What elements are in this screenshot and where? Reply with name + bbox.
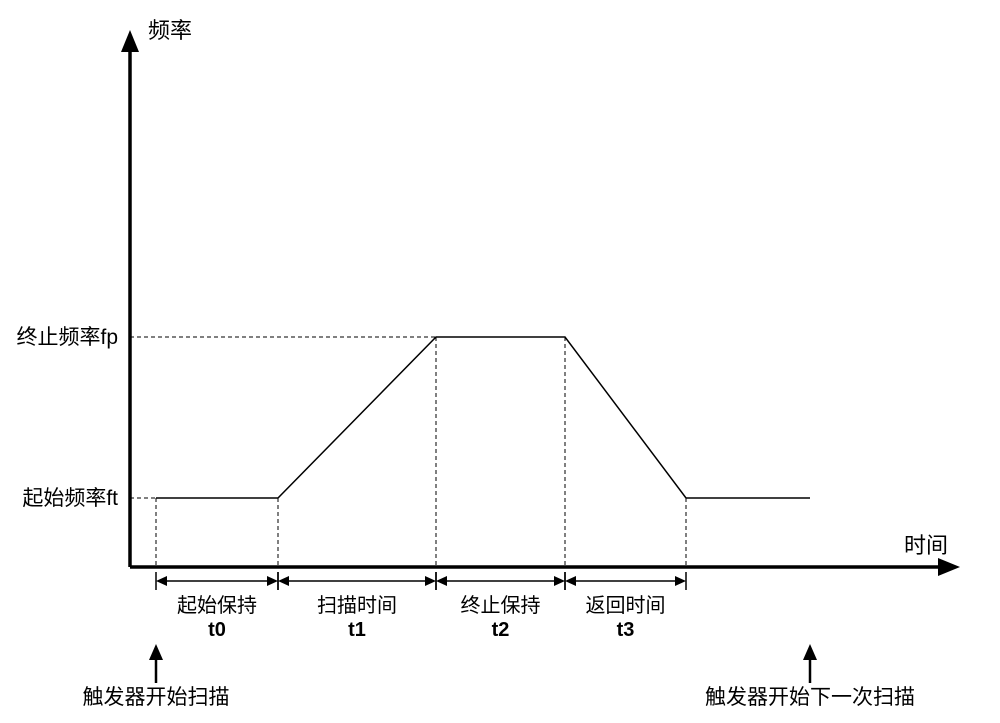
seg-t0-value: t0 bbox=[208, 619, 226, 641]
frequency-sweep-chart: 频率时间 终止频率fp 起始频率ft 起始保持t0 扫描时间t1 终止保持t2 返回时间t3… bbox=[0, 0, 1000, 723]
ft-label: 起始频率ft bbox=[22, 487, 118, 510]
y-axis-title: 频率 bbox=[148, 18, 192, 43]
trigger-next-label: 触发器开始下一次扫描 bbox=[705, 686, 915, 709]
seg-t2-label: 终止保持 bbox=[461, 594, 541, 617]
fp-label: 终止频率fp bbox=[16, 326, 118, 349]
trigger-start-label: 触发器开始扫描 bbox=[83, 686, 230, 709]
seg-t1-label: 扫描时间 bbox=[317, 594, 397, 617]
seg-t0-label: 起始保持 bbox=[177, 594, 257, 617]
seg-t1-value: t1 bbox=[348, 619, 366, 641]
seg-t2-value: t2 bbox=[492, 619, 510, 641]
seg-t3-label: 返回时间 bbox=[586, 594, 666, 617]
seg-t3-value: t3 bbox=[617, 619, 635, 641]
x-axis-title: 时间 bbox=[904, 533, 948, 558]
